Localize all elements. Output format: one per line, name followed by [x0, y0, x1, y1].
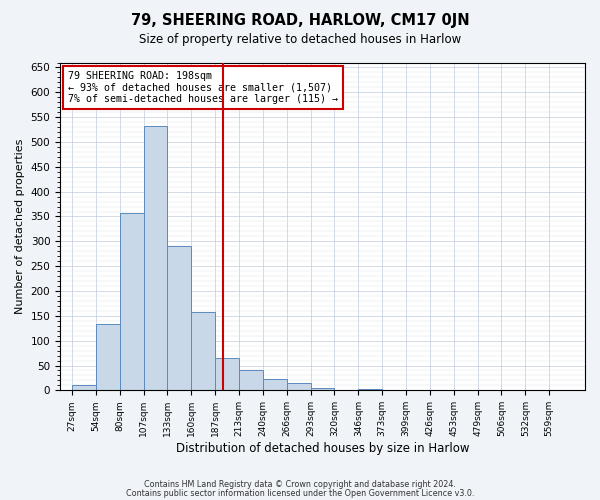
Bar	[72, 386, 96, 390]
Bar	[239, 370, 263, 390]
Y-axis label: Number of detached properties: Number of detached properties	[15, 138, 25, 314]
Bar	[215, 358, 239, 390]
Bar	[143, 126, 167, 390]
Bar	[311, 388, 334, 390]
Bar	[96, 324, 119, 390]
Bar	[119, 212, 143, 390]
Bar	[263, 380, 287, 390]
Text: 79 SHEERING ROAD: 198sqm
← 93% of detached houses are smaller (1,507)
7% of semi: 79 SHEERING ROAD: 198sqm ← 93% of detach…	[68, 70, 338, 104]
Bar	[167, 246, 191, 390]
Text: Size of property relative to detached houses in Harlow: Size of property relative to detached ho…	[139, 32, 461, 46]
Text: Contains HM Land Registry data © Crown copyright and database right 2024.: Contains HM Land Registry data © Crown c…	[144, 480, 456, 489]
Bar	[191, 312, 215, 390]
Text: Contains public sector information licensed under the Open Government Licence v3: Contains public sector information licen…	[126, 488, 474, 498]
X-axis label: Distribution of detached houses by size in Harlow: Distribution of detached houses by size …	[176, 442, 469, 455]
Bar	[287, 384, 311, 390]
Text: 79, SHEERING ROAD, HARLOW, CM17 0JN: 79, SHEERING ROAD, HARLOW, CM17 0JN	[131, 12, 469, 28]
